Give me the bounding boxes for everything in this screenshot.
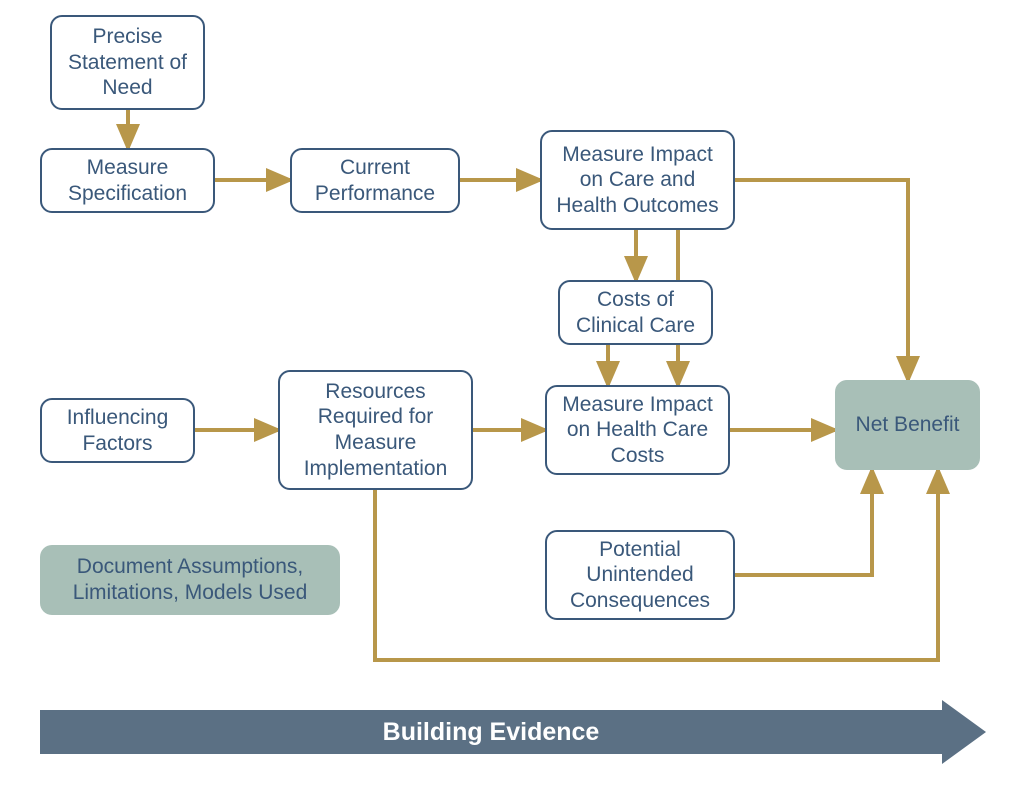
- node-influencing: Influencing Factors: [40, 398, 195, 463]
- node-impact-care: Measure Impact on Care and Health Outcom…: [540, 130, 735, 230]
- edge-potential-net_benefit: [735, 470, 872, 575]
- node-impact-costs: Measure Impact on Health Care Costs: [545, 385, 730, 475]
- building-evidence-bar: Building Evidence: [40, 710, 942, 754]
- node-costs-care: Costs of Clinical Care: [558, 280, 713, 345]
- flowchart-stage: Precise Statement of Need Measure Specif…: [0, 0, 1024, 792]
- edge-impact_care-net_benefit: [735, 180, 908, 380]
- node-resources: Resources Required for Measure Implement…: [278, 370, 473, 490]
- node-measure-spec: Measure Specification: [40, 148, 215, 213]
- building-evidence-arrowhead: [942, 700, 986, 764]
- node-current-perf: Current Performance: [290, 148, 460, 213]
- node-precise: Precise Statement of Need: [50, 15, 205, 110]
- node-doc-assumptions: Document Assumptions, Limitations, Model…: [40, 545, 340, 615]
- node-net-benefit: Net Benefit: [835, 380, 980, 470]
- node-potential: Potential Unintended Consequences: [545, 530, 735, 620]
- building-evidence-label: Building Evidence: [383, 718, 600, 747]
